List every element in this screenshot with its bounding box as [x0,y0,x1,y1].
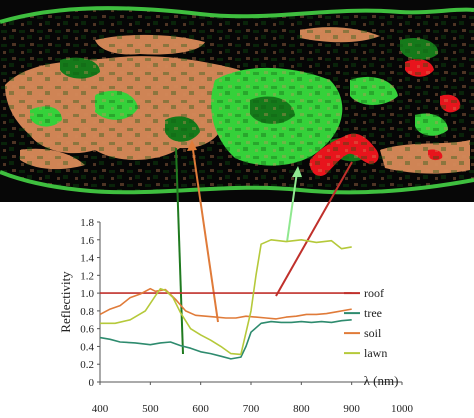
y-tick-label: 1.4 [80,253,94,265]
reflectivity-chart: 0 0.2 0.4 0.6 0.8 1.0 1.2 1.4 1.6 1.8 400 500 600 70… [58,217,414,415]
legend: roof tree soil lawn [344,286,387,360]
y-tick-label: 1.0 [80,288,94,300]
y-axis-title: Reflectivity [58,271,73,333]
soil-pointer-arrow [191,142,219,323]
series-line-lawn [100,239,352,356]
legend-label-roof: roof [364,286,384,300]
x-tick-label: 500 [142,403,159,415]
y-tick-label: 0.6 [80,324,94,336]
aerial-classification-image [0,0,474,202]
x-tick-label: 900 [343,403,360,415]
y-tick-label: 1.8 [80,217,94,229]
y-tick-label: 0.2 [80,359,94,371]
lawn-pointer-arrowhead [292,166,302,177]
x-tick-labels: 400 500 600 700 800 900 1000 [92,382,414,415]
x-tick-label: 800 [293,403,310,415]
series-line-soil [99,287,352,320]
y-tick-label: 1.6 [80,235,94,247]
roof-pointer-arrow [275,161,353,297]
x-tick-label: 1000 [391,403,414,415]
y-tick-labels: 0 0.2 0.4 0.6 0.8 1.0 1.2 1.4 1.6 1.8 [80,217,100,389]
x-tick-label: 600 [192,403,209,415]
y-tick-label: 0 [89,377,95,389]
lawn-pointer-arrow [286,171,298,243]
tree-pointer-arrow [175,147,184,355]
y-tick-label: 1.2 [80,270,94,282]
pointer-arrows [175,140,353,355]
series-lines [99,239,352,360]
legend-label-soil: soil [364,326,382,340]
x-tick-label: 400 [92,403,109,415]
series-line-tree [99,319,352,360]
y-tick-label: 0.4 [80,341,94,353]
x-tick-label: 700 [243,403,260,415]
soil-pointer-arrowhead [187,140,197,151]
y-tick-label: 0.8 [80,306,94,318]
legend-label-tree: tree [364,306,382,320]
x-axis-title: λ (nm) [364,373,399,388]
legend-label-lawn: lawn [364,346,387,360]
